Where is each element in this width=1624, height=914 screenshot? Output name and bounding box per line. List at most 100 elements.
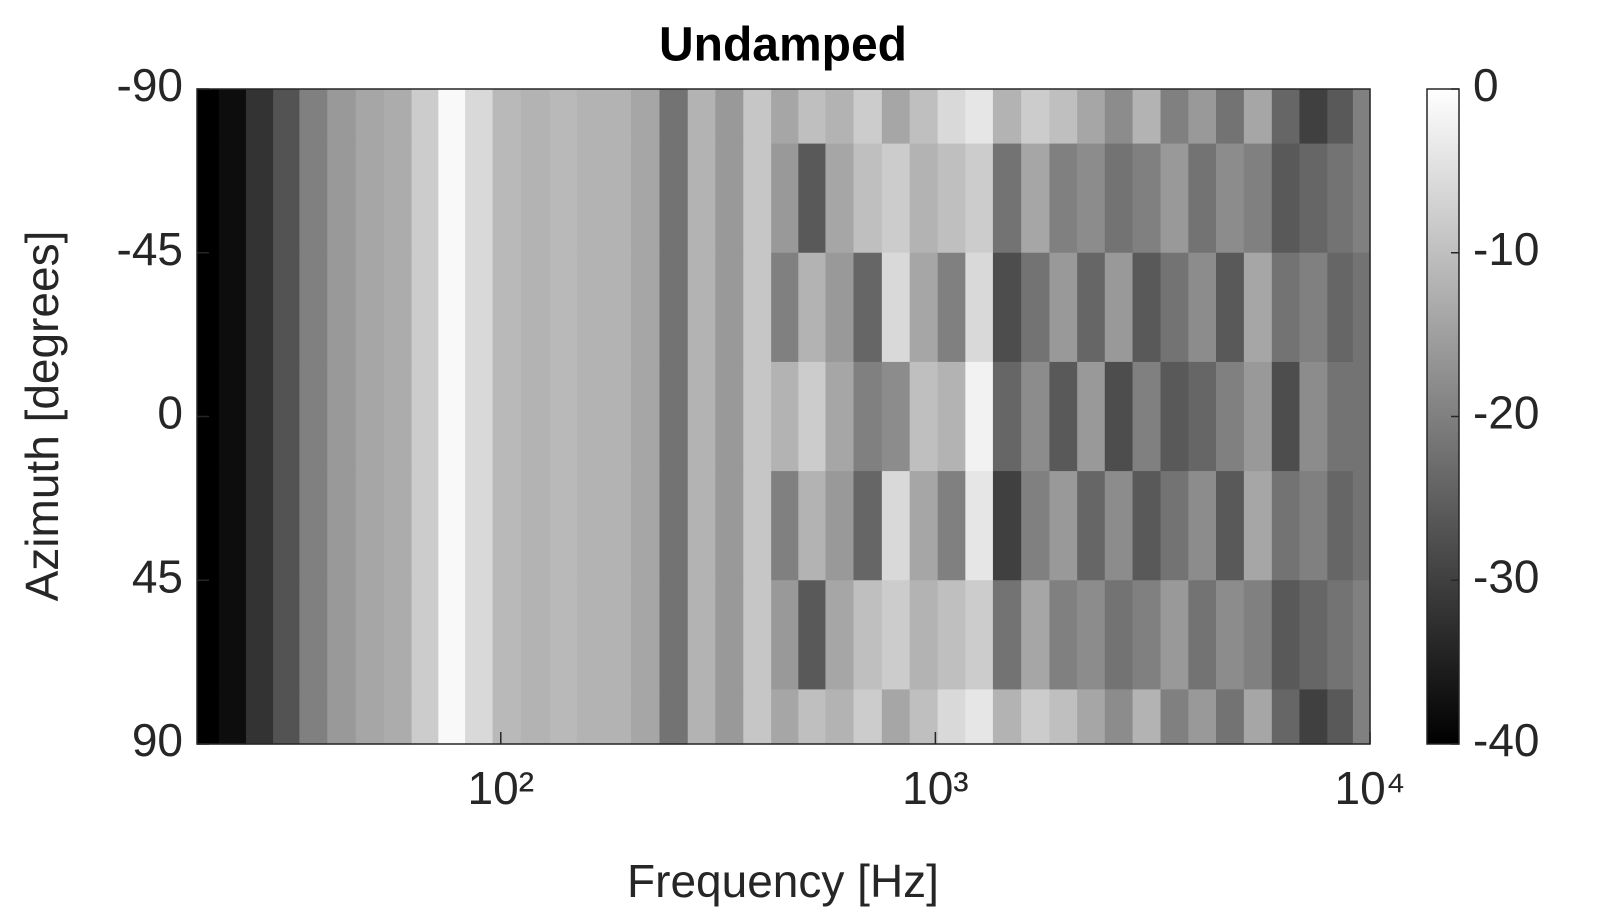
heatmap-cell bbox=[1188, 689, 1217, 745]
heatmap-cell bbox=[549, 471, 578, 581]
heatmap-cell bbox=[715, 471, 744, 581]
heatmap-cell bbox=[909, 580, 939, 691]
heatmap-cell bbox=[1271, 471, 1301, 581]
heatmap-cell bbox=[909, 89, 939, 145]
heatmap-cell bbox=[965, 252, 994, 363]
heatmap-cell bbox=[218, 143, 247, 254]
heatmap-cell bbox=[853, 89, 883, 145]
heatmap-cell bbox=[853, 580, 883, 691]
heatmap-cell bbox=[1021, 471, 1051, 581]
heatmap-cell bbox=[549, 143, 578, 254]
heatmap-cell bbox=[1188, 89, 1217, 145]
heatmap-cell bbox=[355, 689, 385, 745]
heatmap-cell bbox=[1049, 89, 1078, 145]
heatmap-cell bbox=[715, 143, 744, 254]
heatmap-cell bbox=[520, 580, 551, 691]
heatmap-cell bbox=[1188, 471, 1217, 581]
heatmap bbox=[197, 89, 1371, 745]
heatmap-cell bbox=[1216, 89, 1245, 145]
heatmap-cell bbox=[1271, 580, 1301, 691]
heatmap-cell bbox=[743, 89, 772, 145]
heatmap-cell bbox=[520, 89, 551, 145]
heatmap-cell bbox=[771, 580, 799, 691]
heatmap-cell bbox=[1077, 580, 1106, 691]
heatmap-cell bbox=[197, 580, 220, 691]
heatmap-cell bbox=[631, 252, 661, 363]
heatmap-cell bbox=[1104, 471, 1134, 581]
heatmap-cell bbox=[603, 89, 632, 145]
heatmap-cell bbox=[853, 689, 883, 745]
heatmap-cell bbox=[798, 361, 827, 472]
heatmap-cell bbox=[771, 252, 799, 363]
heatmap-cell bbox=[1271, 143, 1301, 254]
heatmap-cell bbox=[659, 361, 689, 472]
heatmap-cell bbox=[411, 143, 439, 254]
heatmap-cell bbox=[218, 89, 247, 145]
heatmap-cell bbox=[273, 689, 301, 745]
heatmap-cell bbox=[1299, 361, 1328, 472]
heatmap-cell bbox=[1216, 361, 1245, 472]
heatmap-cell bbox=[992, 143, 1022, 254]
heatmap-cell bbox=[492, 689, 522, 745]
heatmap-cell bbox=[1049, 361, 1078, 472]
heatmap-cell bbox=[771, 361, 799, 472]
heatmap-cell bbox=[1299, 252, 1328, 363]
heatmap-cell bbox=[492, 471, 522, 581]
colorbar-tick-label: -20 bbox=[1473, 387, 1539, 439]
heatmap-cell bbox=[1352, 89, 1371, 145]
heatmap-cell bbox=[1243, 89, 1273, 145]
heatmap-cell bbox=[1021, 143, 1051, 254]
heatmap-cell bbox=[520, 689, 551, 745]
heatmap-cell bbox=[1188, 252, 1217, 363]
heatmap-cell bbox=[299, 689, 328, 745]
heatmap-cell bbox=[1352, 252, 1371, 363]
heatmap-cell bbox=[1160, 471, 1189, 581]
heatmap-cell bbox=[1243, 361, 1273, 472]
heatmap-cell bbox=[965, 143, 994, 254]
heatmap-cell bbox=[197, 143, 220, 254]
heatmap-cell bbox=[245, 689, 274, 745]
heatmap-cell bbox=[603, 252, 632, 363]
heatmap-cell bbox=[825, 689, 855, 745]
heatmap-cell bbox=[937, 471, 966, 581]
heatmap-cell bbox=[992, 471, 1022, 581]
heatmap-cell bbox=[798, 689, 827, 745]
heatmap-cell bbox=[631, 143, 661, 254]
heatmap-cell bbox=[771, 143, 799, 254]
heatmap-cell bbox=[1021, 252, 1051, 363]
heatmap-cell bbox=[715, 580, 744, 691]
heatmap-cell bbox=[937, 89, 966, 145]
heatmap-cell bbox=[881, 252, 911, 363]
heatmap-cell bbox=[1104, 689, 1134, 745]
heatmap-cell bbox=[465, 252, 494, 363]
heatmap-cell bbox=[853, 252, 883, 363]
heatmap-cell bbox=[1160, 361, 1189, 472]
heatmap-cell bbox=[1077, 471, 1106, 581]
heatmap-cell bbox=[965, 580, 994, 691]
heatmap-cell bbox=[1049, 471, 1078, 581]
heatmap-cell bbox=[520, 252, 551, 363]
x-tick-label: 10⁴ bbox=[1335, 762, 1406, 814]
heatmap-cell bbox=[438, 143, 466, 254]
heatmap-cell bbox=[1243, 689, 1273, 745]
heatmap-cell bbox=[465, 580, 494, 691]
heatmap-cell bbox=[1352, 361, 1371, 472]
heatmap-cell bbox=[687, 361, 716, 472]
heatmap-cell bbox=[411, 361, 439, 472]
heatmap-cell bbox=[383, 252, 413, 363]
heatmap-cell bbox=[1077, 143, 1106, 254]
heatmap-cell bbox=[273, 89, 301, 145]
heatmap-cell bbox=[327, 252, 357, 363]
heatmap-cell bbox=[576, 89, 604, 145]
heatmap-cell bbox=[659, 689, 689, 745]
heatmap-cell bbox=[576, 580, 604, 691]
heatmap-cell bbox=[1271, 252, 1301, 363]
heatmap-cell bbox=[245, 143, 274, 254]
heatmap-cell bbox=[1271, 89, 1301, 145]
heatmap-cell bbox=[1243, 471, 1273, 581]
heatmap-cell bbox=[438, 361, 466, 472]
y-tick-label: -90 bbox=[117, 59, 183, 111]
heatmap-cell bbox=[520, 361, 551, 472]
x-axis-label: Frequency [Hz] bbox=[627, 855, 939, 907]
heatmap-cell bbox=[909, 471, 939, 581]
